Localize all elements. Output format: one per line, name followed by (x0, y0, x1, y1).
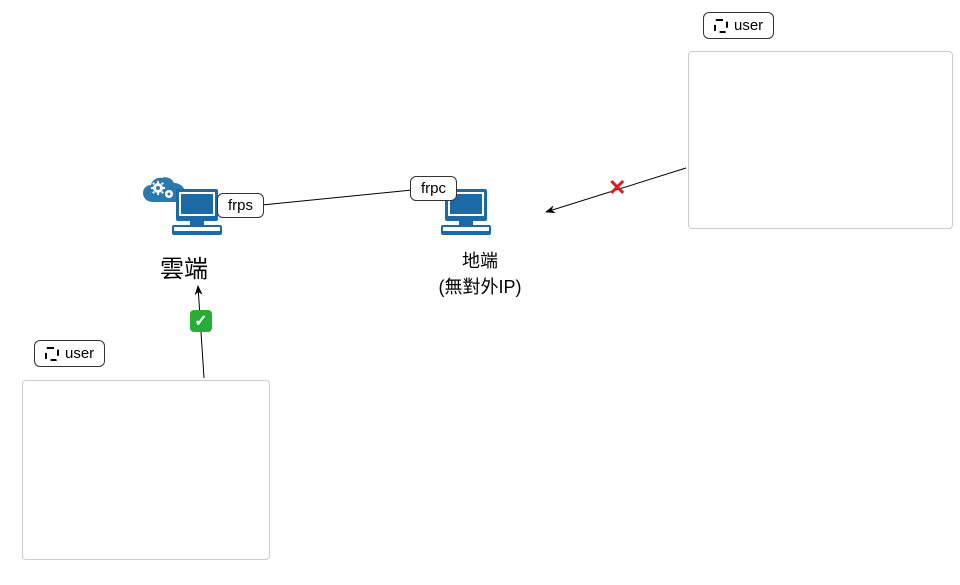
frpc-tag: frpc (410, 176, 457, 201)
user-group-bottom-box (22, 380, 270, 560)
check-badge-icon: ✓ (190, 310, 212, 332)
user-tag-top: user (703, 12, 774, 39)
arrow-allowed (198, 286, 204, 378)
connection-line (262, 190, 412, 205)
frps-tag: frps (217, 193, 264, 218)
user-group-top-box (688, 51, 953, 229)
dashed-square-icon (45, 347, 59, 361)
user-tag-top-label: user (734, 17, 763, 34)
check-badge-label: ✓ (194, 311, 207, 331)
frpc-title: 地端 (無對外IP) (430, 247, 530, 299)
dashed-square-icon (714, 19, 728, 33)
user-tag-bottom: user (34, 340, 105, 367)
frpc-title-line2: (無對外IP) (430, 273, 530, 299)
diagram-canvas: frps frpc user user 雲端 地端 (無對外IP) ✕ ✓ (0, 0, 960, 585)
x-mark-icon: ✕ (608, 175, 626, 201)
frpc-title-line1: 地端 (430, 247, 530, 273)
frps-title: 雲端 (160, 249, 208, 284)
computer-frps-icon (172, 189, 222, 235)
user-tag-bottom-label: user (65, 345, 94, 362)
